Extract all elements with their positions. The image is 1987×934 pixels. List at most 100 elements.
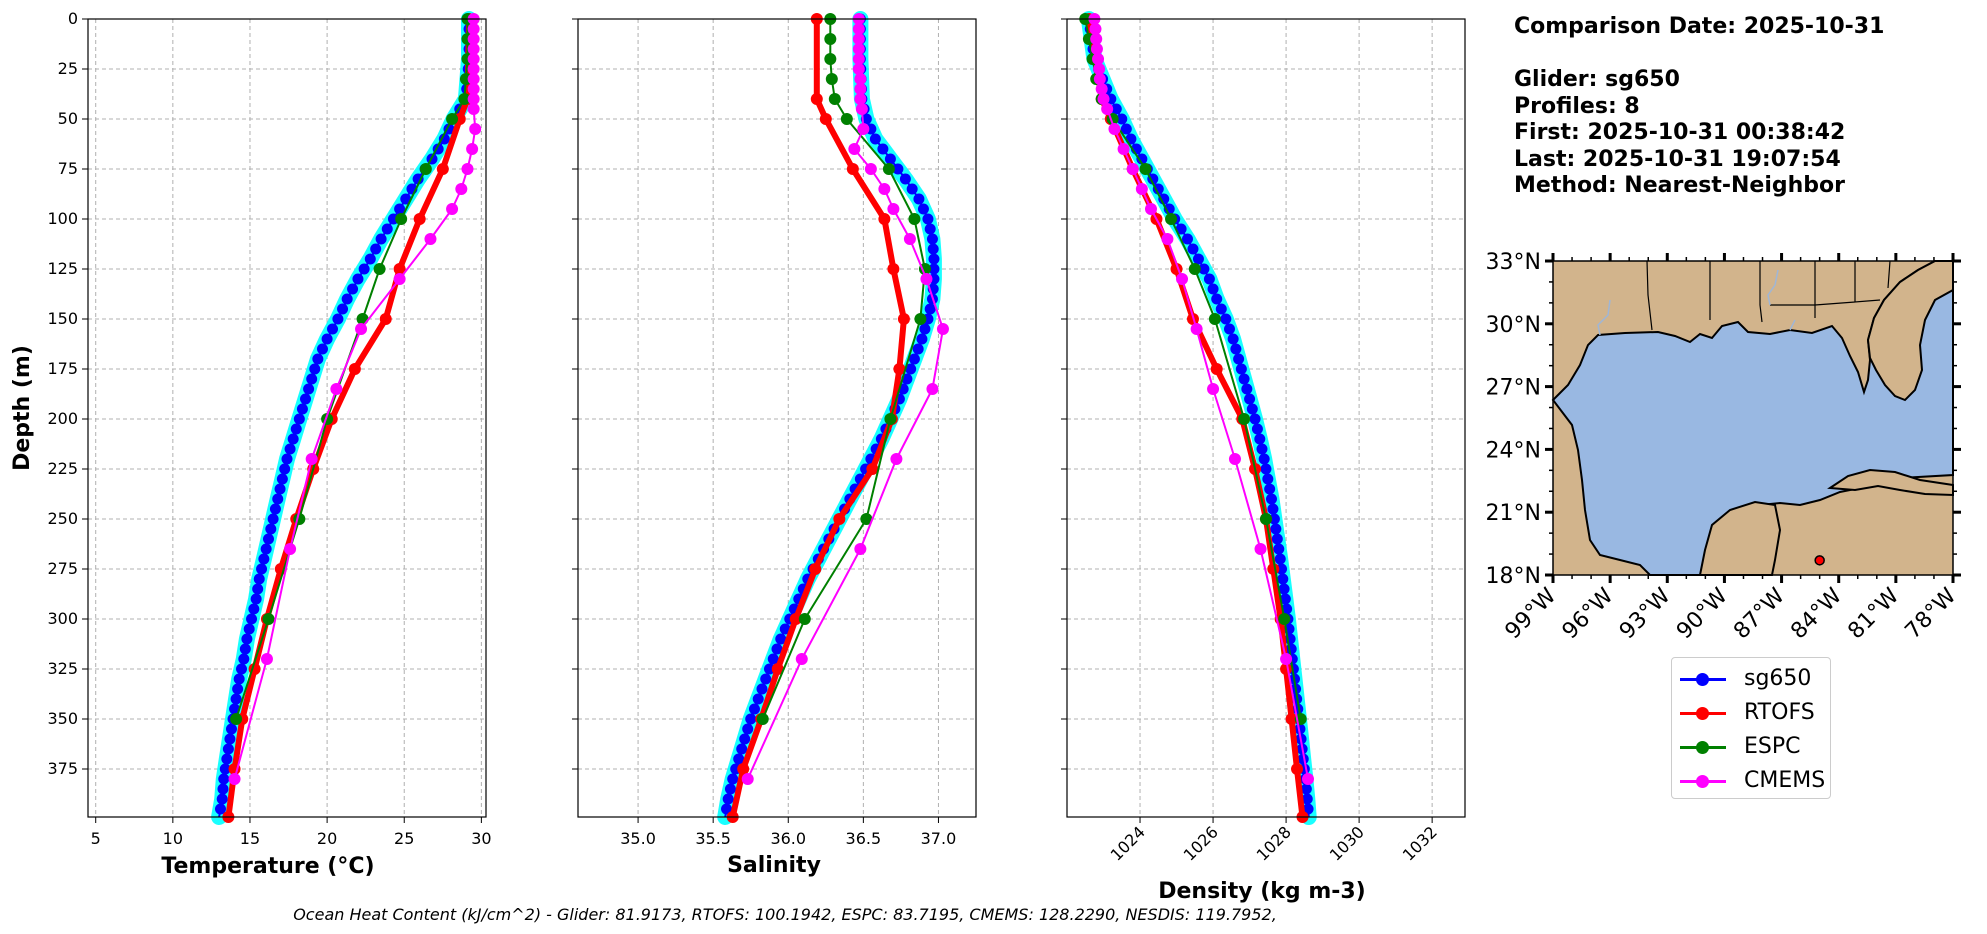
data-point-sg650 xyxy=(309,363,321,375)
data-point-sg650 xyxy=(306,373,318,385)
data-point-sg650 xyxy=(312,353,324,365)
y-tick-label: 375 xyxy=(47,759,78,778)
data-point-sg650 xyxy=(253,573,265,585)
data-point-sg650 xyxy=(1260,463,1272,475)
y-tick-label: 125 xyxy=(47,259,78,278)
data-point-sg650 xyxy=(1249,413,1261,425)
legend-item-espc: ESPC xyxy=(1672,730,1830,764)
data-point-sg650 xyxy=(739,733,751,745)
state-borders xyxy=(1646,260,1891,331)
data-point-sg650 xyxy=(1279,593,1291,605)
x-axis-label-salinity: Salinity xyxy=(727,853,821,878)
data-point-sg650 xyxy=(928,263,940,275)
data-point-sg650 xyxy=(912,343,924,355)
data-point-sg650 xyxy=(358,263,370,275)
data-point-cmems xyxy=(1176,273,1189,285)
x-tick-label: 35.0 xyxy=(620,829,656,848)
salinity-panel: 35.0 35.5 36.0 36.5 37.0 xyxy=(572,11,977,848)
x-tick-label: 20 xyxy=(317,829,337,848)
data-point-sg650 xyxy=(1254,433,1266,445)
plot-frame xyxy=(87,18,487,818)
data-point-rtofs xyxy=(1291,763,1304,775)
florida xyxy=(1866,260,1954,402)
data-point-sg650 xyxy=(347,283,359,295)
data-point-sg650 xyxy=(1203,273,1215,285)
data-point-sg650 xyxy=(927,243,939,255)
data-point-cmems xyxy=(461,163,474,175)
x-tick-label: 36.0 xyxy=(770,829,806,848)
x-tick-label: 5 xyxy=(91,829,101,848)
data-point-sg650 xyxy=(279,463,291,475)
data-point-sg650 xyxy=(274,483,286,495)
data-point-cmems xyxy=(1161,233,1174,245)
data-point-espc xyxy=(293,513,306,525)
data-point-sg650 xyxy=(233,673,245,685)
x-tick-label: 1024 xyxy=(1107,822,1149,864)
profile-count: Profiles: 8 xyxy=(1514,93,1640,119)
data-point-rtofs xyxy=(413,213,426,225)
x-tick-label: 10 xyxy=(163,829,183,848)
data-point-sg650 xyxy=(745,713,757,725)
x-tick-label: 1026 xyxy=(1180,822,1222,864)
data-point-espc xyxy=(828,93,841,105)
data-point-sg650 xyxy=(394,203,406,215)
data-point-sg650 xyxy=(293,413,305,425)
data-point-sg650 xyxy=(218,773,230,785)
data-point-cmems xyxy=(455,183,468,195)
data-point-sg650 xyxy=(1175,223,1187,235)
legend-label-rtofs: RTOFS xyxy=(1744,700,1815,725)
series-cmems xyxy=(741,13,949,785)
lon-label: 87°W xyxy=(1729,583,1790,644)
data-point-sg650 xyxy=(1207,283,1219,295)
data-point-espc xyxy=(419,163,432,175)
data-point-sg650 xyxy=(221,753,233,765)
data-point-espc xyxy=(840,113,853,125)
data-point-sg650 xyxy=(272,493,284,505)
data-point-cmems xyxy=(1135,183,1148,195)
data-point-sg650 xyxy=(1238,373,1250,385)
data-point-sg650 xyxy=(1276,563,1288,575)
data-point-sg650 xyxy=(869,133,881,145)
data-point-rtofs xyxy=(1210,363,1223,375)
data-point-rtofs xyxy=(393,263,406,275)
glider-name: Glider: sg650 xyxy=(1514,67,1680,92)
data-point-cmems xyxy=(854,73,867,85)
series-line-rtofs xyxy=(1085,18,1306,818)
data-point-rtofs xyxy=(379,313,392,325)
y-tick-label: 150 xyxy=(47,309,78,328)
data-point-sg650 xyxy=(919,323,931,335)
data-point-sg650 xyxy=(239,643,251,655)
data-point-cmems xyxy=(305,453,318,465)
data-point-sg650 xyxy=(327,323,339,335)
data-point-sg650 xyxy=(225,723,237,735)
y-tick-label: 325 xyxy=(47,659,78,678)
data-point-sg650 xyxy=(727,773,739,785)
data-point-sg650 xyxy=(1267,503,1279,515)
data-point-cmems xyxy=(467,63,480,75)
data-point-espc xyxy=(825,73,838,85)
data-point-sg650 xyxy=(1120,123,1132,135)
series-cmems xyxy=(1088,13,1314,785)
data-point-cmems xyxy=(1301,773,1314,785)
y-tick-label: 225 xyxy=(47,459,78,478)
y-tick-label: 100 xyxy=(47,209,78,228)
data-point-cmems xyxy=(854,83,867,95)
data-point-sg650 xyxy=(752,693,764,705)
data-point-sg650 xyxy=(1152,183,1164,195)
data-point-sg650 xyxy=(296,403,308,415)
data-point-sg650 xyxy=(262,533,274,545)
data-point-sg650 xyxy=(1227,333,1239,345)
data-point-sg650 xyxy=(316,343,328,355)
data-point-espc xyxy=(1260,513,1272,525)
data-point-sg650 xyxy=(926,233,938,245)
data-point-sg650 xyxy=(721,803,733,815)
data-point-sg650 xyxy=(906,183,918,195)
legend-item-cmems: CMEMS xyxy=(1672,764,1830,798)
legend-marker-rtofs xyxy=(1696,707,1709,720)
data-point-cmems xyxy=(1089,23,1102,35)
data-point-sg650 xyxy=(1277,573,1289,585)
data-point-rtofs xyxy=(878,213,891,225)
y-tick-label: 50 xyxy=(58,109,78,128)
data-point-sg650 xyxy=(1136,153,1148,165)
data-point-sg650 xyxy=(248,603,260,615)
